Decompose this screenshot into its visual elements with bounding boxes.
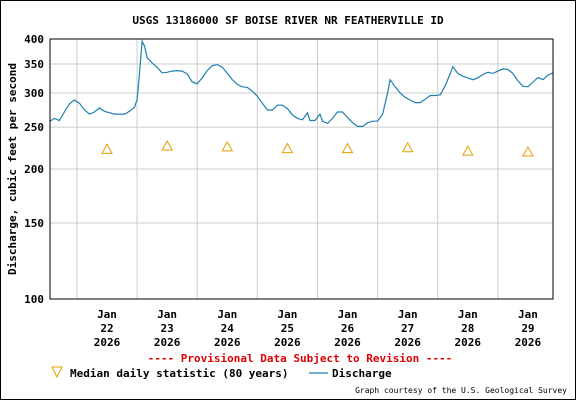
x-tick-label-2-3: 2026: [214, 336, 241, 349]
y-tick-label-300: 300: [24, 87, 44, 100]
median-marker-0: [101, 143, 113, 154]
x-tick-label-6-1: Jan: [458, 308, 478, 321]
x-tick-label-5-3: 2026: [394, 336, 421, 349]
y-tick-labels: 100 150 200 250 300 350 400: [24, 33, 44, 306]
x-tick-label-0-1: Jan: [97, 308, 117, 321]
chart-title: USGS 13186000 SF BOISE RIVER NR FEATHERV…: [132, 14, 444, 27]
provisional-note: ---- Provisional Data Subject to Revisio…: [148, 352, 453, 365]
x-tick-label-6-3: 2026: [455, 336, 482, 349]
x-tick-label-2-1: Jan: [217, 308, 237, 321]
legend: Median daily statistic (80 years) Discha…: [51, 366, 392, 380]
y-tick-label-100: 100: [24, 293, 44, 306]
median-marker-5: [401, 141, 414, 153]
y-tick-label-150: 150: [24, 217, 44, 230]
x-tick-label-5-1: Jan: [398, 308, 418, 321]
median-marker-4: [341, 142, 354, 154]
x-tick-label-3-2: 25: [281, 322, 294, 335]
x-tick-label-4-1: Jan: [338, 308, 358, 321]
y-tick-label-350: 350: [24, 58, 44, 71]
x-tick-label-3-1: Jan: [277, 308, 297, 321]
x-tick-labels: Jan222026Jan232026Jan242026Jan252026Jan2…: [94, 308, 542, 349]
y-tick-label-250: 250: [24, 121, 44, 134]
x-tick-label-6-2: 28: [461, 322, 474, 335]
y-axis-label: Discharge, cubic feet per second: [6, 63, 19, 275]
x-tick-label-1-2: 23: [161, 322, 174, 335]
x-tick-label-1-3: 2026: [154, 336, 181, 349]
x-tick-label-3-3: 2026: [274, 336, 301, 349]
x-tick-label-5-2: 27: [401, 322, 414, 335]
median-marker-7: [522, 145, 534, 157]
median-marker-2: [221, 140, 234, 152]
x-tick-label-7-1: Jan: [518, 308, 538, 321]
median-marker-1: [161, 140, 173, 151]
y-tick-label-400: 400: [24, 33, 44, 46]
plot-border: [49, 38, 554, 300]
median-marker-3: [281, 142, 294, 154]
y-tick-label-200: 200: [24, 163, 44, 176]
discharge-series-line: [49, 39, 554, 127]
x-tick-label-0-3: 2026: [94, 336, 121, 349]
x-tick-label-1-1: Jan: [157, 308, 177, 321]
credit-text: Graph courtesy of the U.S. Geological Su…: [355, 386, 567, 395]
x-tick-label-4-3: 2026: [334, 336, 361, 349]
legend-median-triangle-icon: [51, 366, 63, 379]
median-markers: [101, 140, 534, 157]
x-tick-label-2-2: 24: [221, 322, 235, 335]
x-tick-label-4-2: 26: [341, 322, 355, 335]
x-tick-label-7-3: 2026: [515, 336, 542, 349]
median-marker-6: [461, 145, 474, 156]
legend-discharge-label: Discharge: [332, 367, 392, 380]
x-tick-label-7-2: 29: [521, 322, 534, 335]
legend-median-label: Median daily statistic (80 years): [70, 367, 289, 380]
x-tick-label-0-2: 22: [100, 322, 113, 335]
